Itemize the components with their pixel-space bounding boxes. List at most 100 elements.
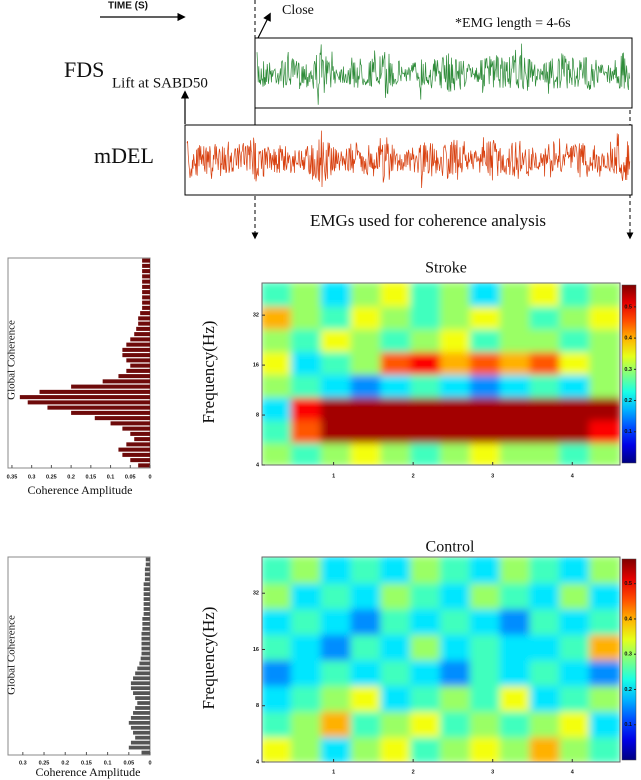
cell (350, 684, 383, 712)
colorbar-tick-label: 0.4 (624, 616, 633, 622)
cell (529, 350, 562, 375)
colorbar-tick-label: 0.4 (624, 336, 633, 342)
cell (380, 418, 413, 444)
bar (118, 374, 150, 379)
cell (320, 304, 353, 330)
cell (499, 418, 532, 444)
cell (290, 395, 323, 421)
cell (440, 735, 472, 762)
coherence-caption: EMGs used for coherence analysis (310, 211, 546, 230)
cell (440, 441, 472, 465)
bar (143, 612, 150, 616)
bar (71, 384, 150, 389)
x-tick-label: 0.2 (67, 474, 75, 480)
cell (320, 735, 353, 762)
bar (142, 263, 150, 268)
close-arrow (257, 12, 271, 39)
cell (320, 327, 353, 353)
x-tick-label: 0.15 (81, 760, 92, 766)
cell (320, 283, 353, 307)
x-tick-label: 0.35 (7, 474, 18, 480)
y-axis-label: Global Coherence (6, 615, 18, 695)
cell (410, 735, 442, 762)
cell (350, 373, 383, 398)
cell (320, 557, 353, 584)
cell (290, 350, 323, 375)
heatmap-cells (262, 557, 620, 762)
bar (126, 342, 150, 347)
cell (469, 607, 502, 635)
cell (262, 658, 293, 687)
cell (559, 607, 592, 635)
colorbar-tick-label: 0.1 (624, 722, 632, 728)
cell (559, 557, 592, 584)
y-axis-label: Global Coherence (6, 320, 18, 400)
lift-label: Lift at SABD50 (112, 75, 208, 91)
mdel-label: mDEL (94, 143, 154, 168)
bar (138, 463, 150, 468)
cell (380, 709, 413, 738)
x-tick-label: 0 (148, 760, 151, 766)
bar (142, 626, 150, 631)
cell (589, 327, 620, 353)
cell (589, 735, 620, 762)
cell (559, 735, 592, 762)
colorbar-tick-label: 0.3 (624, 367, 632, 373)
cell (290, 283, 323, 307)
cell (410, 557, 442, 584)
cell (350, 441, 383, 465)
cell (350, 607, 383, 635)
bar (122, 426, 150, 431)
cell (589, 709, 620, 738)
cell (589, 658, 620, 687)
cell (499, 350, 532, 375)
close-label: Close (282, 3, 314, 18)
cell (410, 350, 442, 375)
cell (589, 395, 620, 421)
cell (290, 735, 323, 762)
cell (499, 373, 532, 398)
cell (499, 304, 532, 330)
cell (320, 607, 353, 635)
cell (290, 632, 323, 661)
cell (469, 373, 502, 398)
cell (589, 441, 620, 465)
colorbar-tick-label: 0.3 (624, 652, 632, 658)
x-tick-label: 0.3 (28, 474, 36, 480)
colorbar-tick-label: 0.1 (624, 429, 632, 435)
bar (142, 300, 150, 305)
cell (380, 735, 413, 762)
colorbar-tick-label: 0.5 (624, 581, 632, 587)
cell (380, 327, 413, 353)
x-axis-label: Coherence Amplitude (28, 483, 133, 497)
bar (141, 636, 150, 641)
x-tick-label: 3 (491, 769, 494, 775)
bar (142, 290, 150, 295)
cell (410, 441, 442, 465)
cell (469, 684, 502, 712)
bar (135, 671, 150, 676)
plot-frame (261, 282, 621, 466)
colorbar (621, 284, 637, 464)
cell (529, 327, 562, 353)
cell (290, 418, 323, 444)
cell (499, 709, 532, 738)
cell (350, 632, 383, 661)
cell (469, 735, 502, 762)
bar (138, 316, 150, 321)
cell (380, 557, 413, 584)
colorbar-tick-label: 0.5 (624, 304, 632, 310)
cell (589, 581, 620, 610)
fds-box (254, 37, 633, 109)
cell (350, 327, 383, 353)
cell (589, 373, 620, 398)
fds-label: FDS (64, 57, 104, 82)
cell (350, 350, 383, 375)
bar (142, 295, 150, 300)
bar (137, 701, 150, 705)
bar (130, 337, 150, 342)
cell (440, 418, 472, 444)
cell (320, 684, 353, 712)
x-tick-label: 0.25 (46, 474, 57, 480)
cell (469, 304, 502, 330)
